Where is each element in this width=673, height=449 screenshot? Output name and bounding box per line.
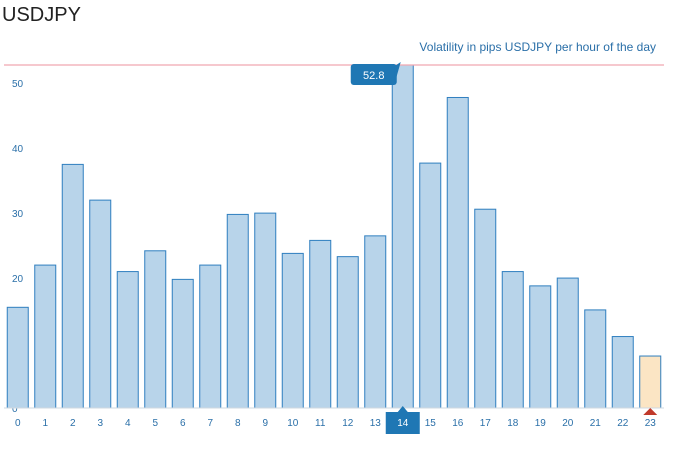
x-tick-label: 10	[287, 418, 299, 429]
x-tick-label: 14	[397, 418, 409, 429]
y-tick-label: 0	[12, 404, 18, 415]
x-tick-label: 19	[535, 418, 547, 429]
bar-hour-9[interactable]	[254, 212, 277, 409]
tooltip-value: 52.8	[363, 70, 384, 82]
x-tick-label: 8	[235, 418, 241, 429]
x-tick-label: 3	[97, 418, 103, 429]
x-tick-label: 20	[562, 418, 574, 429]
bar-hour-3[interactable]	[89, 199, 112, 409]
bar-hour-13[interactable]	[364, 235, 387, 409]
x-tick-label: 21	[590, 418, 602, 429]
bar-hour-17[interactable]	[474, 208, 497, 409]
x-tick-label: 23	[645, 418, 657, 429]
x-tick-label: 11	[315, 418, 326, 429]
x-tick-label: 2	[70, 418, 76, 429]
x-tick-label: 5	[152, 418, 158, 429]
x-tick-label: 15	[425, 418, 437, 429]
x-tick-label: 1	[42, 418, 48, 429]
x-tick-label: 6	[180, 418, 186, 429]
x-tick-label: 22	[617, 418, 629, 429]
x-tick-label: 0	[15, 418, 21, 429]
y-tick-label: 50	[12, 79, 24, 90]
x-tick-label: 9	[262, 418, 268, 429]
bar-hour-22[interactable]	[611, 336, 634, 409]
y-tick-label: 20	[12, 274, 24, 285]
x-tick-label: 16	[452, 418, 464, 429]
bar-hour-14[interactable]	[391, 64, 414, 409]
bar-hour-23[interactable]	[639, 355, 662, 409]
y-tick-label: 30	[12, 209, 24, 220]
selected-hour-box	[385, 412, 420, 434]
x-tick-label: 18	[507, 418, 519, 429]
selected-hour-pointer	[397, 406, 408, 412]
bar-hour-19[interactable]	[529, 285, 552, 409]
bar-hour-15[interactable]	[419, 162, 442, 409]
bar-hour-4[interactable]	[116, 271, 139, 409]
bar-hour-1[interactable]	[34, 264, 57, 409]
tooltip-pointer	[394, 62, 401, 83]
bar-hour-2[interactable]	[61, 163, 84, 409]
value-tooltip: 52.8	[350, 62, 401, 85]
x-tick-label: 7	[207, 418, 213, 429]
bar-hour-16[interactable]	[446, 96, 469, 409]
bar-hour-11[interactable]	[309, 239, 332, 409]
bar-hour-12[interactable]	[336, 256, 359, 409]
current-hour-marker	[643, 408, 658, 415]
y-tick-label: 40	[12, 144, 24, 155]
x-tick-label: 12	[342, 418, 354, 429]
bar-hour-20[interactable]	[556, 277, 579, 409]
tooltip-box	[350, 64, 397, 85]
bar-hour-0[interactable]	[6, 306, 29, 409]
bar-hour-18[interactable]	[501, 271, 524, 409]
x-tick-label: 4	[125, 418, 131, 429]
x-tick-label: 17	[480, 418, 492, 429]
bar-hour-21[interactable]	[584, 309, 607, 409]
x-tick-label: 13	[370, 418, 382, 429]
bar-hour-5[interactable]	[144, 250, 167, 409]
bar-hour-7[interactable]	[199, 264, 222, 409]
bar-hour-8[interactable]	[226, 213, 249, 409]
bar-hour-6[interactable]	[171, 278, 194, 409]
bar-hour-10[interactable]	[281, 252, 304, 409]
chart-title: Volatility in pips USDJPY per hour of th…	[419, 40, 656, 54]
page-title: USDJPY	[2, 4, 81, 26]
